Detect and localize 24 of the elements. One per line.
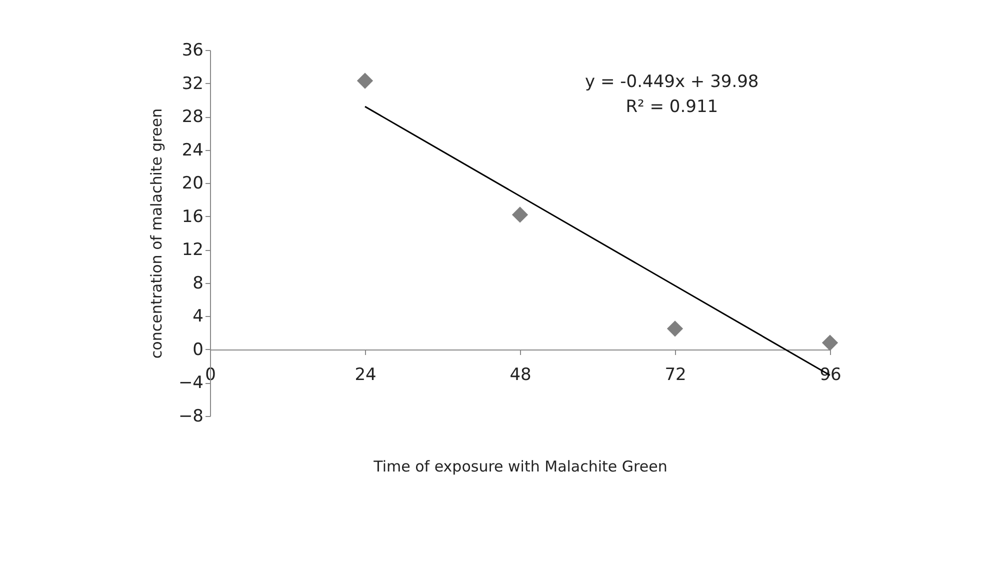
x-axis-title: Time of exposure with Malachite Green	[372, 458, 668, 476]
y-tick-label: 0	[192, 340, 204, 360]
x-tick-label: 48	[510, 364, 532, 385]
y-tick-label: 12	[182, 240, 204, 260]
x-tick-label: 96	[820, 364, 842, 385]
point	[512, 206, 528, 223]
y-tick-label: −8	[178, 406, 204, 426]
point	[822, 334, 838, 351]
y-tick-label: 24	[182, 140, 204, 160]
annotation: y = -0.449x + 39.98	[585, 72, 759, 92]
y-tick-label: 8	[192, 273, 204, 294]
y-tick-label: 32	[182, 74, 204, 94]
y-tick-label: 28	[182, 107, 204, 128]
x-tick-label: 72	[664, 364, 686, 385]
y-tick-label: 16	[182, 206, 204, 227]
y-tick-label: 4	[192, 306, 204, 327]
y-axis-title: concentration of malachite green	[147, 108, 166, 359]
point	[356, 72, 374, 89]
y-tick-label: 36	[182, 40, 204, 60]
annotation: R² = 0.911	[626, 97, 718, 117]
y-tick-label: 20	[182, 174, 204, 194]
y-tick-label: −4	[178, 373, 204, 394]
point	[666, 320, 684, 337]
x-tick-label: 24	[354, 364, 376, 385]
